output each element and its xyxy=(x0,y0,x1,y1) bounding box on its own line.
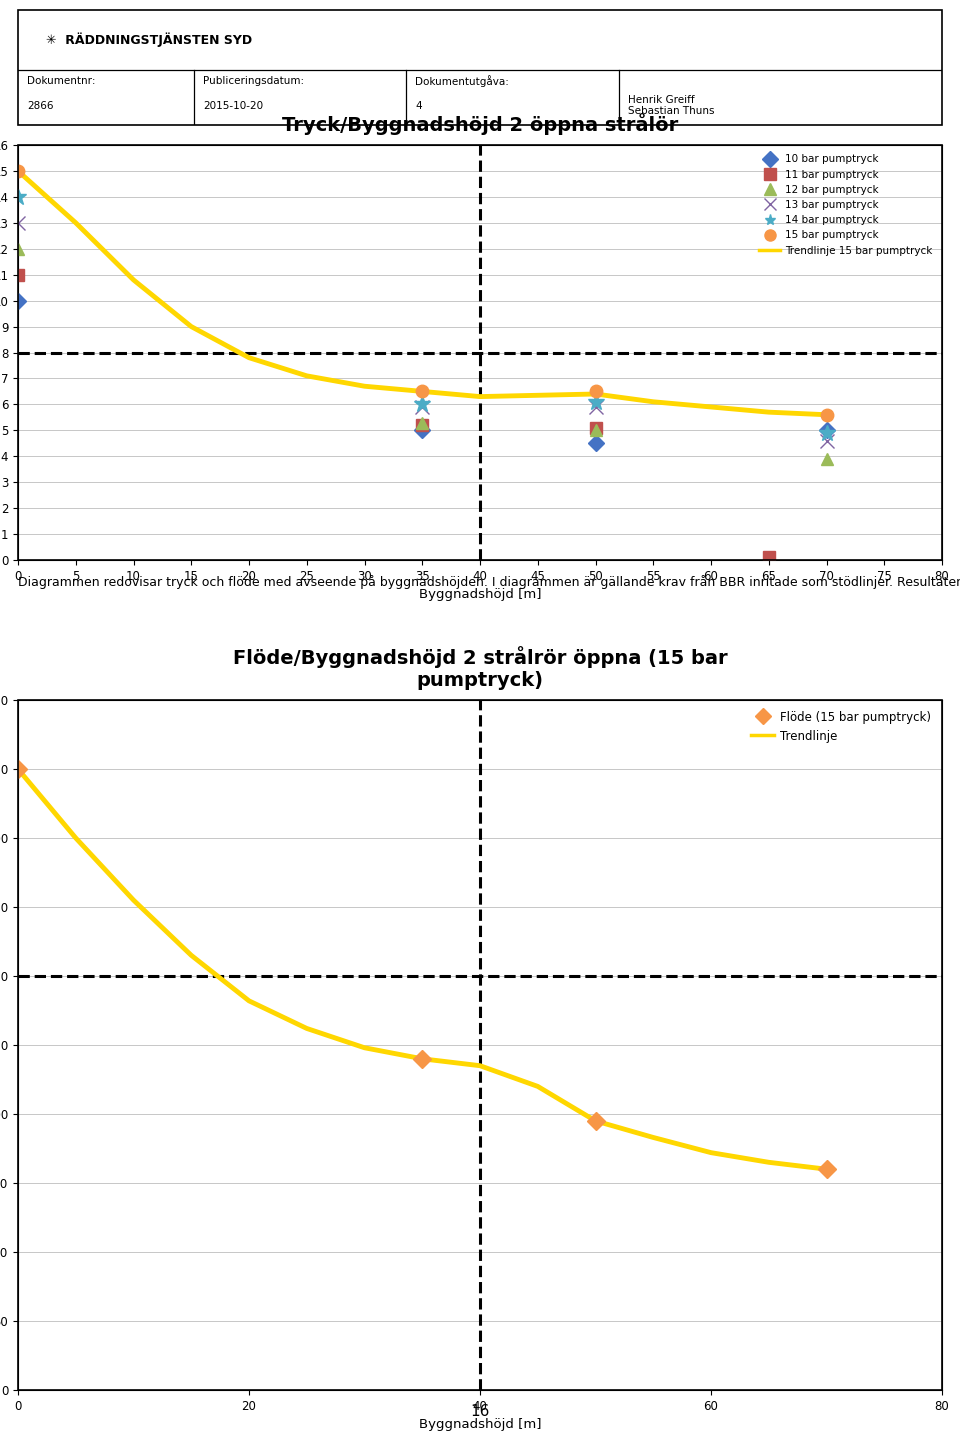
Legend: 10 bar pumptryck, 11 bar pumptryck, 12 bar pumptryck, 13 bar pumptryck, 14 bar p: 10 bar pumptryck, 11 bar pumptryck, 12 b… xyxy=(756,150,937,260)
Title: Flöde/Byggnadshöjd 2 strålrör öppna (15 bar
pumptryck): Flöde/Byggnadshöjd 2 strålrör öppna (15 … xyxy=(232,646,728,691)
Text: Dokumentnr:: Dokumentnr: xyxy=(27,75,96,85)
X-axis label: Byggnadshöjd [m]: Byggnadshöjd [m] xyxy=(419,588,541,601)
Text: 4: 4 xyxy=(416,101,422,111)
Text: Diagrammen redovisar tryck och flöde med avseende på byggnadshöjden. I diagramme: Diagrammen redovisar tryck och flöde med… xyxy=(18,575,960,588)
Text: 2866: 2866 xyxy=(27,101,54,111)
Text: Publiceringsdatum:: Publiceringsdatum: xyxy=(203,75,304,85)
Legend: Flöde (15 bar pumptryck), Trendlinje: Flöde (15 bar pumptryck), Trendlinje xyxy=(746,707,936,747)
X-axis label: Byggnadshöjd [m]: Byggnadshöjd [m] xyxy=(419,1419,541,1432)
Text: ✳  RÄDDNINGSTJÄNSTEN SYD: ✳ RÄDDNINGSTJÄNSTEN SYD xyxy=(46,33,252,48)
Text: 2015-10-20: 2015-10-20 xyxy=(203,101,263,111)
Text: Henrik Greiff
Sebastian Thuns: Henrik Greiff Sebastian Thuns xyxy=(628,95,714,117)
Title: Tryck/Byggnadshöjd 2 öppna strålör: Tryck/Byggnadshöjd 2 öppna strålör xyxy=(282,112,678,136)
Text: Dokumentutgåva:: Dokumentutgåva: xyxy=(416,75,509,88)
Text: 16: 16 xyxy=(470,1405,490,1419)
